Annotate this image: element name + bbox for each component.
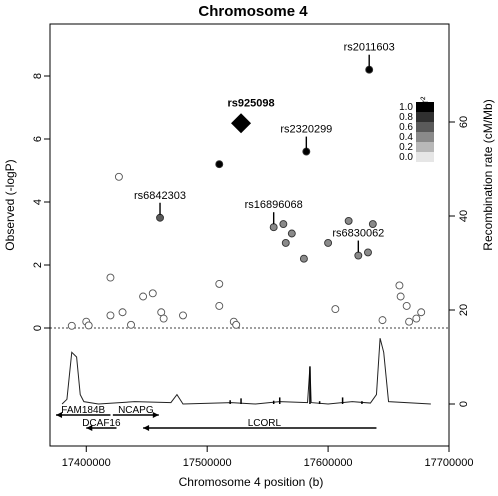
gene-strand-arrow — [56, 412, 63, 418]
x-tick-label: 17600000 — [304, 457, 353, 469]
x-axis-label: Chromosome 4 position (b) — [179, 475, 324, 489]
y-tick-label-left: 2 — [32, 262, 44, 268]
legend-level-label: 0.2 — [399, 142, 413, 153]
snp-point — [364, 248, 372, 257]
snp-point — [365, 65, 374, 74]
gene-strand-arrow — [143, 425, 150, 431]
snp-point — [395, 281, 404, 290]
legend-level-label: 0.6 — [399, 122, 413, 133]
gene-label: NCAPG — [118, 405, 154, 416]
plot-frame — [49, 23, 450, 447]
snp-point — [412, 314, 421, 323]
snp-point — [127, 320, 135, 329]
recombination-layer — [61, 338, 431, 405]
snp-point — [287, 229, 296, 238]
x-tick-label: 17700000 — [425, 457, 474, 469]
y-axis-label-right: Recombination rate (cM/Mb) — [481, 99, 495, 250]
snp-point — [84, 321, 93, 330]
snp-label: rs16896068 — [245, 199, 303, 211]
snp-label: rs2320299 — [280, 124, 332, 136]
gene-label: LCORL — [248, 418, 282, 429]
snp-point — [354, 251, 363, 260]
y-tick-label-left: 6 — [32, 136, 44, 142]
snp-point — [215, 279, 224, 288]
legend-swatch — [416, 122, 434, 132]
snp-point — [331, 305, 340, 314]
snp-point — [281, 238, 290, 247]
y-tick-label-right: 60 — [458, 116, 470, 128]
snp-point — [402, 302, 411, 310]
snp-point — [378, 316, 387, 325]
snp-point — [344, 216, 353, 225]
snp-point — [215, 160, 224, 169]
y-tick-label-right: 20 — [458, 304, 470, 316]
snp-point — [106, 311, 115, 320]
snp-labels-layer: rs925098 rs2011603 rs2320299 rs6842303 rs168… — [134, 42, 395, 253]
snp-point — [368, 220, 377, 229]
y-tick-label-right: 0 — [458, 401, 470, 407]
r2-legend: r² 1.00.80.60.40.20.0 — [399, 96, 434, 163]
legend-level-label: 0.4 — [399, 132, 413, 143]
legend-swatch — [416, 102, 434, 112]
legend-swatch — [416, 132, 434, 142]
snp-point — [159, 314, 168, 323]
snp-point — [417, 308, 426, 317]
snp-point — [324, 238, 333, 247]
snp-point — [114, 172, 123, 181]
chart-title: Chromosome 4 — [198, 3, 308, 20]
snp-point — [156, 213, 164, 222]
snp-label: rs6830062 — [332, 228, 384, 240]
legend-level-label: 0.0 — [399, 152, 413, 163]
snp-point — [67, 321, 76, 330]
x-tick-label: 17400000 — [62, 457, 111, 469]
y-tick-label-right: 40 — [458, 210, 470, 222]
axes-layer: 17400000 17500000 17600000 17700000 0 2 4 6 8 0 20… — [32, 73, 473, 469]
snp-point — [179, 311, 187, 320]
snp-label: rs2011603 — [344, 42, 395, 54]
snp-point — [215, 302, 224, 310]
recombination-rate-line — [61, 338, 431, 405]
gene-strand-arrow — [152, 412, 159, 418]
snp-point — [269, 223, 278, 232]
y-axis-label-left: Observed (-logP) — [3, 159, 17, 250]
snp-point — [279, 220, 288, 229]
snp-point — [299, 254, 308, 263]
y-tick-label-left: 8 — [32, 73, 44, 79]
gene-label: FAM184B — [61, 405, 105, 416]
gene-track: FAM184B NCAPG DCAF16 LCORL — [56, 405, 377, 431]
gene-strand-arrow — [86, 425, 93, 431]
gene-label: DCAF16 — [82, 418, 121, 429]
x-tick-label: 17500000 — [183, 457, 232, 469]
snp-point — [405, 317, 414, 326]
legend-title: r² — [420, 96, 431, 103]
snp-label: rs6842303 — [134, 190, 186, 202]
legend-swatch — [416, 142, 434, 152]
lead-snp-diamond — [231, 113, 252, 134]
snp-point — [148, 289, 157, 298]
snp-point — [106, 273, 115, 282]
legend-level-label: 1.0 — [399, 102, 413, 113]
legend-level-label: 0.8 — [399, 112, 413, 123]
snp-point — [396, 292, 405, 301]
snp-point — [232, 320, 241, 329]
snp-point — [302, 147, 311, 156]
snp-point — [118, 308, 127, 317]
legend-swatch — [416, 152, 434, 162]
y-tick-label-left: 4 — [32, 199, 44, 205]
lead-snp-label: rs925098 — [227, 97, 274, 109]
legend-swatch — [416, 112, 434, 122]
snp-point — [139, 292, 148, 301]
y-tick-label-left: 0 — [32, 325, 44, 331]
points-layer — [67, 65, 426, 330]
